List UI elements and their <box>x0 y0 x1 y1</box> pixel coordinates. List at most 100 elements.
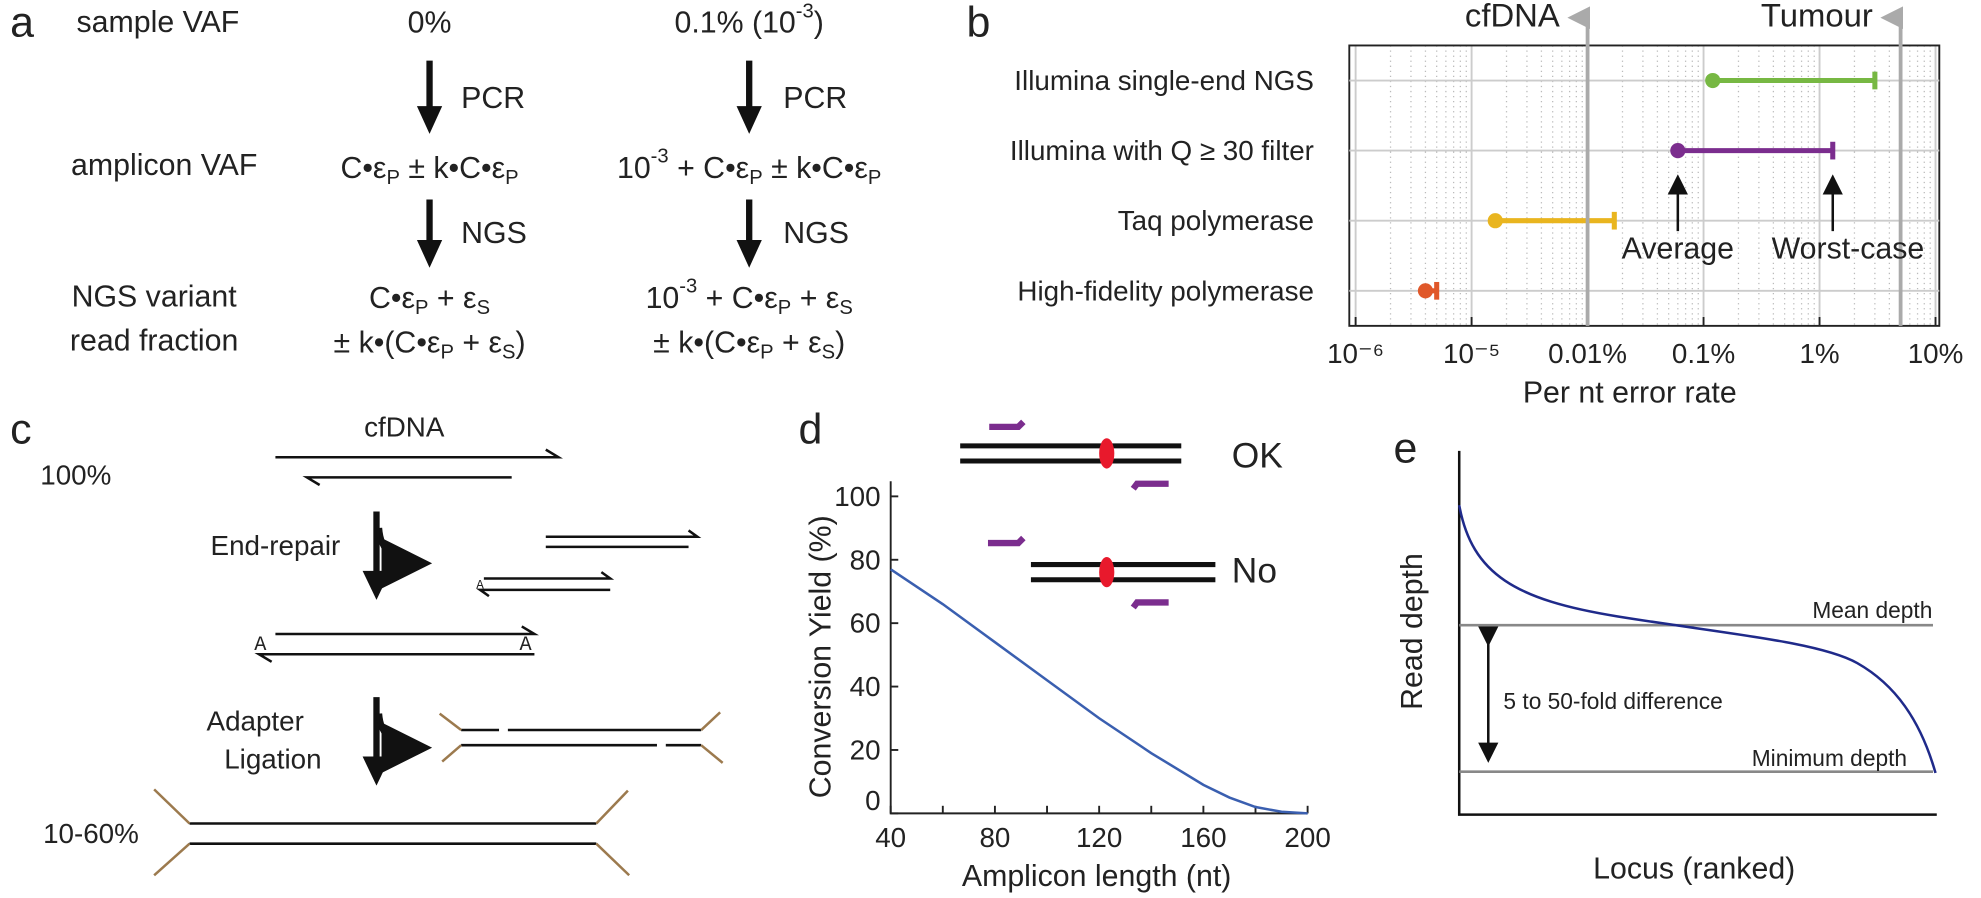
y-tick-label: 40 <box>850 671 881 702</box>
formula: 0% <box>408 6 452 39</box>
y-tick-label: 100 <box>834 481 880 512</box>
step-label: Adapter <box>207 706 304 737</box>
a-tail: A <box>476 577 484 592</box>
formula-text: + C•ε <box>697 282 778 315</box>
formula-sup: -3 <box>651 146 669 168</box>
formula-sub: P <box>415 297 428 319</box>
panel-label: c <box>10 405 31 453</box>
range-low <box>1417 283 1434 299</box>
formula: 10-3 + C•εP + εS <box>646 276 853 319</box>
formula-text: ) <box>835 326 845 359</box>
formula: ± k•(C•εP + εS) <box>334 326 526 364</box>
arrow-label: PCR <box>783 82 847 115</box>
formula: ± k•(C•εP + εS) <box>653 326 845 364</box>
x-tick-label: 200 <box>1284 822 1330 853</box>
plot-frame <box>1348 44 1941 327</box>
x-tick-label: 10% <box>1908 338 1964 369</box>
category-label: Illumina single-end NGS <box>1014 65 1314 96</box>
category-label: Taq polymerase <box>1118 205 1314 236</box>
step-label: Ligation <box>224 744 321 775</box>
x-tick-label: 10⁻⁵ <box>1443 338 1500 369</box>
fraction-label: 100% <box>40 459 111 490</box>
panel-a-arrows <box>416 60 762 268</box>
panel-e-diagram <box>1457 450 1937 816</box>
inset-label: OK <box>1232 436 1284 475</box>
formula-sub: P <box>778 297 791 319</box>
line-label: Minimum depth <box>1752 745 1907 771</box>
panel-d-insets <box>960 419 1216 610</box>
panel-label: a <box>10 0 34 47</box>
row-label: amplicon VAF <box>71 149 257 182</box>
panel-c-diagram <box>153 448 724 877</box>
formula: 0.1% (10-3) <box>675 0 824 39</box>
difference-label: 5 to 50-fold difference <box>1503 688 1722 714</box>
formula-text: + ε <box>774 326 822 359</box>
line-label: Mean depth <box>1812 597 1932 623</box>
a-tail: A <box>254 634 267 657</box>
x-axis-label: Locus (ranked) <box>1593 852 1795 885</box>
formula-text: ± k•(C•ε <box>653 326 760 359</box>
y-axis-label: Read depth <box>1396 553 1429 710</box>
molecule-label: cfDNA <box>364 411 445 442</box>
formula-text: + ε <box>429 282 477 315</box>
formula: C•εP + εS <box>369 282 490 320</box>
reference-line <box>1567 6 1591 326</box>
formula-text: ) <box>814 6 824 39</box>
formula-sub: P <box>868 167 881 189</box>
formula-text: ± k•C•ε <box>763 151 868 184</box>
panel-label: e <box>1394 424 1418 472</box>
formula-text: 10 <box>646 282 680 315</box>
formula-sub: P <box>760 341 773 363</box>
panel-label: b <box>966 0 990 47</box>
row-label: sample VAF <box>77 6 240 39</box>
arrow-label: NGS <box>461 217 527 250</box>
formula-text: ± k•(C•ε <box>334 326 441 359</box>
formula-text: + C•ε <box>669 151 750 184</box>
y-axis-label: Conversion Yield (%) <box>805 515 838 798</box>
formula-text: 0.1% (10 <box>675 6 796 39</box>
y-tick-label: 20 <box>850 734 881 765</box>
reference-line <box>1880 6 1904 326</box>
formula-text: C•ε <box>369 282 415 315</box>
formula-text: 0% <box>408 6 452 39</box>
arrow-label: PCR <box>461 82 525 115</box>
category-label: Illumina with Q ≥ 30 filter <box>1010 135 1314 166</box>
formula-sub: P <box>440 341 453 363</box>
step-label: End-repair <box>211 530 341 561</box>
x-tick-label: 1% <box>1799 338 1839 369</box>
formula-text: 10 <box>617 151 651 184</box>
x-tick-label: 0.01% <box>1548 338 1627 369</box>
formula: C•εP ± k•C•εP <box>340 151 518 189</box>
formula-text: C•ε <box>340 151 386 184</box>
formula-text: + ε <box>454 326 502 359</box>
formula-sub: S <box>822 341 835 363</box>
x-tick-label: 160 <box>1180 822 1226 853</box>
formula-sub: S <box>502 341 515 363</box>
category-label: High-fidelity polymerase <box>1017 275 1313 306</box>
y-tick-label: 0 <box>865 785 880 816</box>
range-low <box>1670 143 1686 159</box>
formula-sub: S <box>477 297 490 319</box>
a-tail: A <box>520 634 533 657</box>
x-tick-label: 80 <box>979 822 1010 853</box>
x-axis-label: Per nt error rate <box>1523 376 1737 409</box>
arrow-label: NGS <box>783 217 849 250</box>
annotation: Average <box>1622 232 1734 265</box>
formula-sub: P <box>505 167 518 189</box>
formula-sub: P <box>749 167 762 189</box>
y-tick-label: 60 <box>850 608 881 639</box>
annotation: Worst-case <box>1772 232 1925 265</box>
formula-text: + ε <box>791 282 839 315</box>
data-line <box>889 568 1308 815</box>
fraction-label: 10-60% <box>43 818 139 849</box>
x-tick-label: 120 <box>1076 822 1122 853</box>
panel-label: d <box>798 405 822 453</box>
y-tick-label: 80 <box>850 544 881 575</box>
row-label: NGS variant <box>72 280 238 313</box>
range-low <box>1705 72 1721 89</box>
formula: 10-3 + C•εP ± k•C•εP <box>617 146 881 189</box>
reference-label: cfDNA <box>1465 0 1560 34</box>
x-tick-label: 40 <box>875 822 906 853</box>
x-axis-label: Amplicon length (nt) <box>962 860 1231 893</box>
